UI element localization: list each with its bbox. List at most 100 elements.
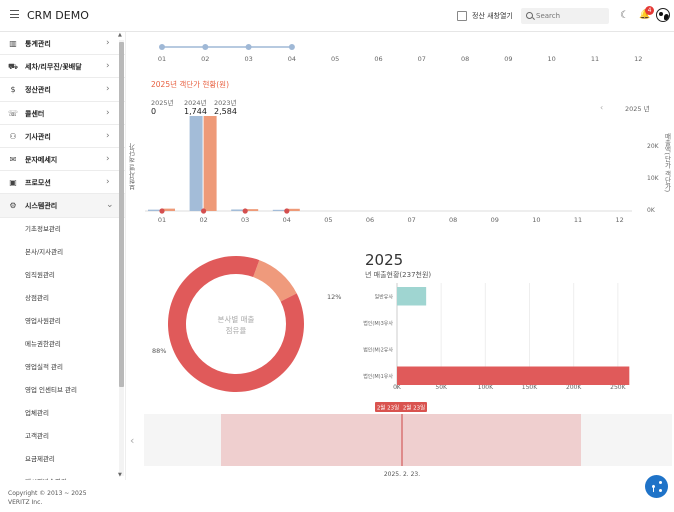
x-tick-label: 02 [199,216,207,223]
revenue-title: 년 매출현황(237천원) [365,271,432,279]
sidebar-subitem[interactable]: 영업실적 관리 [25,362,63,371]
sidebar-subitem[interactable]: 영업사원관리 [25,316,61,325]
x-tick-label: 0K [393,384,402,391]
car-icon: ⛟ [8,62,19,72]
bell-icon[interactable]: 🔔 [639,10,651,20]
avatar[interactable] [656,8,670,22]
sidebar-item-3[interactable]: ☏ 콜센터 › [0,102,125,125]
bar-2023년 [245,209,259,211]
bar-2023년 [286,208,300,211]
sidebar-subitem[interactable]: 메뉴권한관리 [25,339,61,348]
sidebar-item-label: 프로모션 [25,179,51,188]
bar-2025-point [284,208,290,214]
timeline-range [221,414,581,466]
menu-icon[interactable] [10,10,19,18]
y-tick-label: 법인(M)1유사 [363,373,393,380]
bar-2025-point [201,208,207,214]
copyright-text: Copyright © 2013 ~ 2025 [8,490,87,497]
sidebar-subitem[interactable]: 업체관리 [25,408,49,417]
app-title: CRM DEMO [27,9,89,22]
chevron-right-icon: › [106,84,110,95]
sidebar-subitem[interactable]: 메시지발송관리 [0,471,125,481]
timeline-tag-end: 2월 23일 [403,404,425,412]
y-tick-label: 법인(M)3유사 [363,320,393,327]
revenue-year: 2025 [365,251,404,269]
search-box [521,8,609,24]
x-tick-label: 05 [324,216,332,223]
timeline-tag-start: 2월 23일 [377,404,399,412]
x-tick-label: 200K [566,384,582,391]
sidebar-item-2[interactable]: $ 정산관리 › [0,78,125,102]
x-tick-label: 11 [574,216,582,223]
sidebar-item-label: 통계관리 [25,40,51,48]
chevron-right-icon: › [106,130,110,141]
scroll-up-arrow-icon[interactable]: ▲ [118,32,122,38]
y-tick-label: 일반유사 [375,293,394,300]
sidebar-item-label: 문자메세지 [25,155,58,164]
y2-tick-label: 10K [647,175,660,182]
phone-icon: ☏ [8,108,19,118]
moon-icon[interactable]: ☾ [620,10,629,21]
x-tick-label: 10 [548,55,556,63]
timeline-chart[interactable]: 2월 23일 2월 23일 2025. 2. 23. ‹ [127,400,674,480]
scroll-down-arrow-icon[interactable]: ▼ [118,472,122,478]
sidebar-item-6[interactable]: ▣ 프로모션 › [0,171,125,195]
hbar [397,287,427,306]
x-tick-label: 01 [158,216,166,223]
bar-chart-y2label: 매출액(단가 객단가) [663,133,671,193]
bar-chart-icon: ▥ [9,39,17,48]
legend-2023[interactable]: 2023년 [214,99,237,107]
sidebar-item-0[interactable]: ▥ 통계관리 › [0,32,125,56]
sidebar-subitem[interactable]: 고객관리 [25,431,49,440]
new-window-checkbox-label: 정산 새창열기 [472,12,513,20]
x-tick-label: 07 [418,55,426,63]
sidebar-scrollbar-thumb[interactable] [119,42,124,387]
sidebar-item-label: 기사관리 [25,132,51,141]
chevron-right-icon: › [106,153,110,164]
sidebar-subitem[interactable]: 영업 인센티브 관리 [25,385,77,394]
x-tick-label: 09 [491,216,499,223]
dollar-icon: $ [10,85,16,95]
bar-chart-title: 2025년 객단가 현황(원) [151,80,230,89]
x-tick-label: 06 [374,55,382,63]
slice-label: 12% [327,293,341,301]
legend-2025[interactable]: 2025년 [151,99,174,107]
year-selector[interactable]: 2025 년 [625,105,650,113]
top-line-chart: 01 02 03 04 05 06 07 08 09 10 11 12 [158,44,642,63]
new-window-checkbox[interactable] [457,11,467,21]
sidebar-subitem[interactable]: 기초정보관리 [25,224,61,233]
horizontal-bar-chart: 0K 50K 100K 150K 200K 250K 일반유사법인(M)3유사법인(M)2유… [363,283,630,391]
legend-2024-value: 1,744 [184,107,207,116]
gift-icon: ▣ [9,178,17,188]
sidebar-item-1[interactable]: ⛟ 세차/리무진/꽃배달 › [0,55,125,79]
x-tick-label: 100K [478,384,494,391]
legend-2025-value: 0 [151,107,157,116]
sidebar-item-7[interactable]: ⚙ 시스템관리 ⌄ [0,194,125,218]
share-button[interactable] [645,475,668,498]
x-tick-label: 05 [331,55,339,63]
x-tick-label: 08 [461,55,469,63]
sidebar-item-label: 세차/리무진/꽃배달 [25,63,82,72]
donut-slice [253,260,297,302]
sidebar-subitem[interactable]: 본사/지사관리 [25,247,64,256]
y2-tick-label: 20K [647,143,660,150]
users-icon: ⚇ [9,131,17,141]
sidebar-item-5[interactable]: ✉ 문자메세지 › [0,148,125,172]
search-input[interactable] [536,10,606,22]
sidebar-subitem[interactable]: 상점관리 [25,293,49,302]
notification-badge: 4 [645,6,654,15]
top-bar: CRM DEMO 정산 새창열기 ☾ 🔔 4 [0,0,674,32]
sidebar-item-4[interactable]: ⚇ 기사관리 › [0,125,125,148]
x-tick-label: 04 [283,216,291,223]
bar-chart: 01 02 03 04 05 06 07 08 09 10 11 12 20K 10K 0K [145,116,660,223]
sidebar-subitem[interactable]: 임직원관리 [25,270,55,279]
legend-2024[interactable]: 2024년 [184,99,207,107]
sidebar-subitem[interactable]: 요금제관리 [25,454,55,463]
mail-icon: ✉ [9,154,17,164]
x-tick-label: 12 [615,216,623,223]
year-prev-icon[interactable]: ‹ [600,103,604,112]
bar-2024년 [272,209,286,211]
line-point [159,44,165,50]
x-tick-label: 02 [201,55,209,63]
x-tick-label: 08 [449,216,457,223]
